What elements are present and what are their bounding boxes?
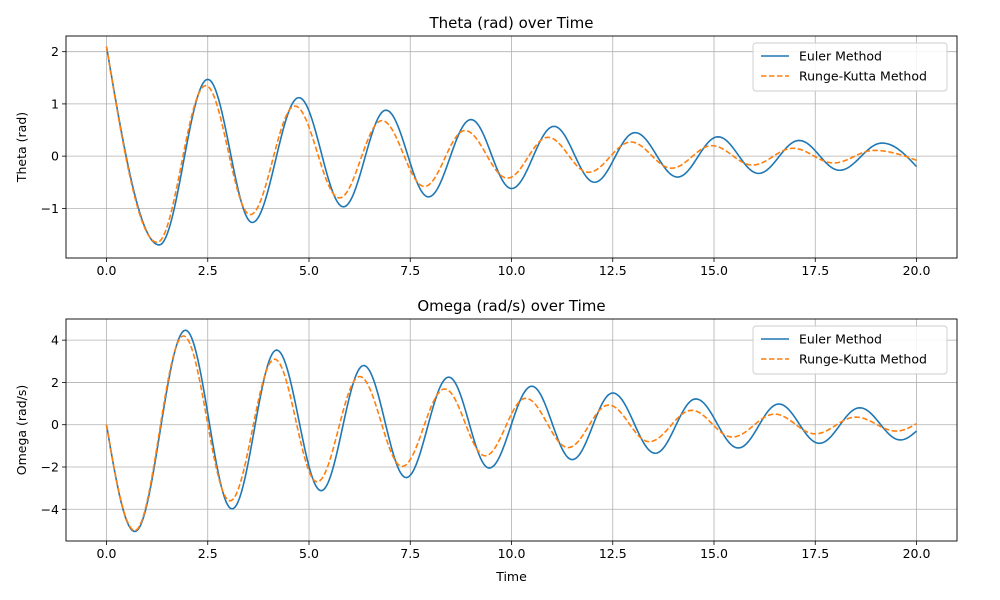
x-tick-label: 17.5 bbox=[801, 263, 829, 278]
x-tick-label: 7.5 bbox=[400, 263, 420, 278]
y-axis: −4 −2 0 2 4 bbox=[41, 333, 66, 517]
x-tick-label: 15.0 bbox=[700, 263, 728, 278]
legend: Euler Method Runge-Kutta Method bbox=[752, 42, 948, 92]
legend-label: Runge-Kutta Method bbox=[799, 69, 927, 84]
x-tick-label: 2.5 bbox=[198, 546, 218, 561]
x-tick-label: 17.5 bbox=[801, 546, 829, 561]
y-tick-label: −1 bbox=[41, 201, 59, 216]
x-tick-label: 0.0 bbox=[97, 263, 117, 278]
legend-label: Euler Method bbox=[799, 49, 882, 64]
y-tick-label: 0 bbox=[51, 417, 59, 432]
x-tick-label: 10.0 bbox=[498, 263, 526, 278]
x-tick-label: 12.5 bbox=[599, 546, 627, 561]
legend-label: Euler Method bbox=[799, 332, 882, 347]
y-tick-label: 4 bbox=[51, 333, 59, 348]
chart-title: Omega (rad/s) over Time bbox=[417, 297, 605, 315]
chart-panel-2: 0.0 2.5 5.0 7.5 10.0 12.5 15.0 17.5 20.0 −4 −2 0 2 4 O… bbox=[14, 297, 958, 584]
x-tick-label: 5.0 bbox=[299, 263, 319, 278]
x-tick-label: 0.0 bbox=[97, 546, 117, 561]
x-tick-label: 20.0 bbox=[903, 263, 931, 278]
x-tick-label: 7.5 bbox=[400, 546, 420, 561]
x-tick-label: 12.5 bbox=[599, 263, 627, 278]
y-tick-label: −4 bbox=[41, 502, 59, 517]
y-axis-label: Omega (rad/s) bbox=[14, 385, 29, 476]
x-tick-label: 20.0 bbox=[903, 546, 931, 561]
chart-title: Theta (rad) over Time bbox=[428, 14, 593, 32]
x-axis-label: Time bbox=[495, 569, 527, 584]
x-tick-label: 2.5 bbox=[198, 263, 218, 278]
y-axis-label: Theta (rad) bbox=[14, 112, 29, 183]
x-tick-label: 5.0 bbox=[299, 546, 319, 561]
y-tick-label: 0 bbox=[51, 149, 59, 164]
legend: Euler Method Runge-Kutta Method bbox=[752, 325, 948, 375]
y-axis: −1 0 1 2 bbox=[41, 44, 66, 216]
chart-panel-1: 0.0 2.5 5.0 7.5 10.0 12.5 15.0 17.5 20.0 −1 0 1 2 The… bbox=[14, 14, 958, 278]
series-line-runge-kutta bbox=[105, 335, 917, 532]
series-group bbox=[105, 46, 918, 246]
series-group bbox=[105, 329, 918, 533]
x-axis: 0.0 2.5 5.0 7.5 10.0 12.5 15.0 17.5 20.0 bbox=[97, 258, 931, 278]
x-axis: 0.0 2.5 5.0 7.5 10.0 12.5 15.0 17.5 20.0 bbox=[97, 541, 931, 561]
y-tick-label: −2 bbox=[41, 460, 59, 475]
legend-box bbox=[752, 42, 948, 92]
y-tick-label: 2 bbox=[51, 44, 59, 59]
y-tick-label: 2 bbox=[51, 375, 59, 390]
series-line-euler bbox=[105, 46, 918, 246]
y-tick-label: 1 bbox=[51, 96, 59, 111]
series-line-euler bbox=[105, 329, 918, 533]
x-tick-label: 10.0 bbox=[498, 546, 526, 561]
series-line-runge-kutta bbox=[105, 46, 917, 244]
legend-box bbox=[752, 325, 948, 375]
x-tick-label: 15.0 bbox=[700, 546, 728, 561]
legend-label: Runge-Kutta Method bbox=[799, 352, 927, 367]
